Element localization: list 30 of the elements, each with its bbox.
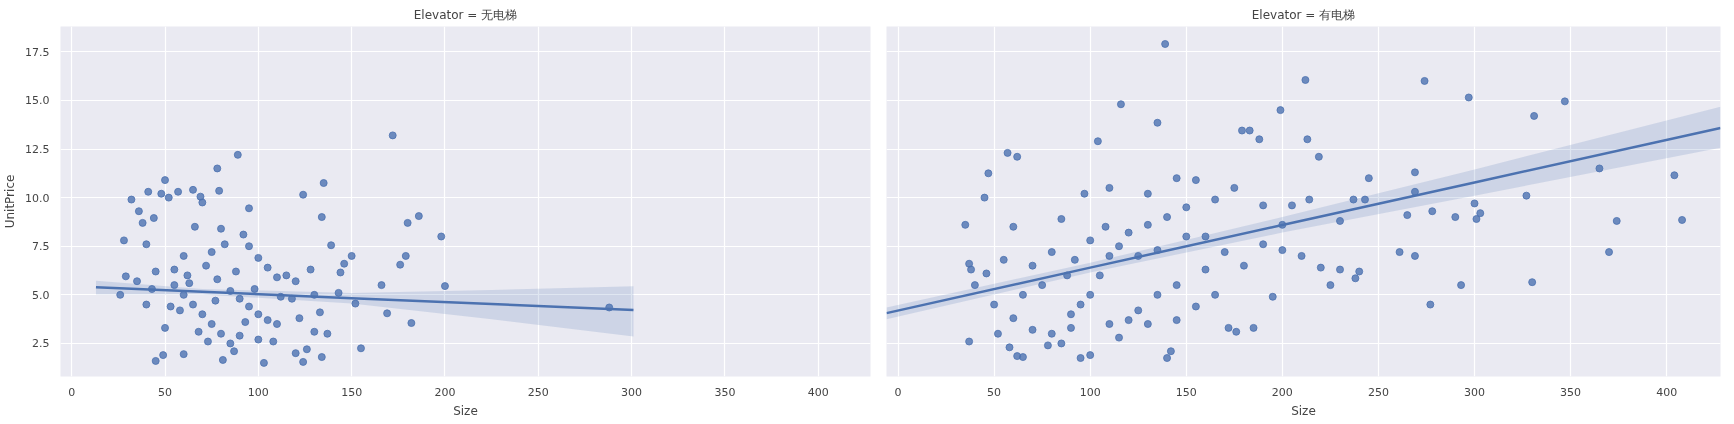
x-tick-label: 50 [158, 385, 173, 399]
y-tick-label: 2.5 [32, 337, 50, 351]
x-tick-label: 400 [807, 385, 829, 399]
y-tick-label: 10.0 [25, 191, 50, 205]
chart-title: Elevator = 无电梯 [413, 7, 518, 22]
y-tick-label: 12.5 [25, 143, 50, 156]
x-tick-label: 150 [1175, 385, 1197, 399]
x-tick-label: 400 [1656, 385, 1678, 399]
x-tick-label: 250 [527, 385, 549, 399]
x-axis-title: Size [453, 403, 478, 418]
y-tick-label: 17.5 [25, 45, 50, 59]
chart-title: Elevator = 有电梯 [1251, 7, 1356, 22]
y-tick-label: 7.5 [32, 240, 50, 254]
x-tick-label: 350 [714, 385, 736, 399]
x-tick-label: 200 [1271, 385, 1293, 399]
y-tick-label: 5.0 [32, 288, 50, 302]
x-axis-title: Size [1291, 403, 1316, 418]
x-tick-label: 300 [621, 385, 643, 399]
x-tick-label: 350 [1560, 385, 1582, 399]
y-tick-label: 15.0 [25, 94, 50, 108]
y-axis-title: UnitPrice [3, 174, 18, 229]
x-tick-label: 100 [247, 385, 269, 399]
x-tick-label: 100 [1079, 385, 1101, 399]
x-tick-label: 50 [987, 385, 1002, 399]
x-tick-label: 150 [341, 385, 363, 399]
x-tick-label: 300 [1464, 385, 1486, 399]
x-tick-label: 200 [434, 385, 456, 399]
x-tick-label: 0 [68, 385, 76, 399]
x-tick-label: 250 [1367, 385, 1389, 399]
x-tick-label: 0 [894, 385, 902, 399]
